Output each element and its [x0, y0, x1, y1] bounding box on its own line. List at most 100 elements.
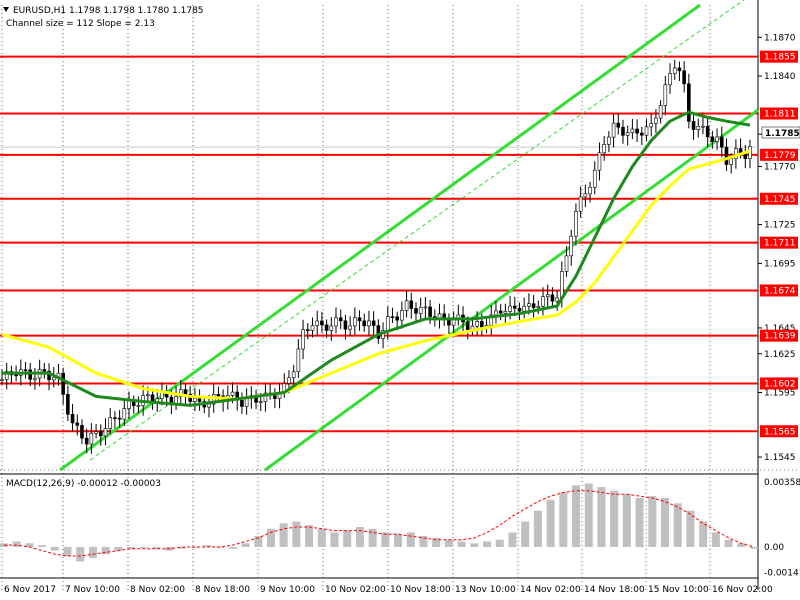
time-label: 15 Nov 10:00: [648, 585, 709, 595]
macd-bar: [597, 487, 606, 547]
candle-body: [310, 325, 315, 331]
time-label: 14 Nov 18:00: [584, 585, 645, 595]
macd-bar: [661, 497, 670, 547]
moving-averages: [1, 110, 751, 407]
macd-bar: [572, 485, 581, 547]
candle-body: [597, 152, 602, 171]
candle-body: [287, 377, 291, 384]
level-tag-bg: [760, 284, 798, 297]
candle-body: [390, 316, 395, 319]
level-tag-bg: [760, 50, 798, 63]
price-tick-label: 1.1695: [764, 259, 796, 269]
candle-body: [578, 196, 583, 212]
macd-bar: [737, 543, 746, 547]
candle-body: [89, 432, 94, 445]
candle-body: [583, 193, 588, 198]
level-tag-label: 1.1811: [764, 110, 796, 120]
candle-body: [94, 431, 98, 434]
level-tag-label: 1.1745: [764, 195, 796, 205]
macd-bar: [317, 528, 326, 547]
candle-body: [531, 303, 536, 308]
candle-body: [489, 314, 494, 326]
macd-bar: [546, 499, 555, 547]
candle-body: [512, 305, 517, 309]
macd-bar: [266, 528, 275, 547]
candle-body: [296, 348, 301, 373]
macd-bar: [533, 510, 542, 547]
macd-bar: [127, 546, 136, 549]
candle-body: [691, 121, 696, 130]
macd-bar: [610, 490, 619, 547]
candle-body: [42, 369, 47, 372]
macd-tick-label: -0.00141: [764, 569, 800, 579]
price-tick-label: 1.1870: [764, 33, 796, 43]
candle-body: [197, 397, 202, 402]
candle-body: [475, 321, 479, 327]
level-tag-bg: [760, 425, 798, 438]
dropdown-triangle-icon[interactable]: [3, 7, 9, 12]
candle-body: [353, 317, 357, 327]
level-tag-bg: [760, 377, 798, 390]
time-label: 7 Nov 10:00: [65, 585, 120, 595]
price-tick-label: 1.1595: [764, 389, 796, 399]
macd-bar: [279, 523, 288, 547]
candle-body: [291, 371, 296, 379]
candle-body: [705, 125, 710, 138]
candle-body: [625, 132, 630, 136]
candle-body: [508, 305, 512, 312]
candle-body: [395, 316, 399, 321]
macd-bar: [508, 532, 517, 547]
macd-bar: [699, 521, 708, 547]
macd-bar: [50, 546, 59, 551]
candle-body: [672, 67, 677, 74]
candle-body: [630, 128, 635, 134]
macd-bar: [63, 546, 72, 557]
candle-body: [517, 307, 522, 312]
candle-body: [592, 169, 597, 188]
time-label: 6 Nov 2017: [4, 585, 56, 595]
candle-body: [668, 73, 672, 86]
candle-body: [315, 320, 319, 326]
macd-bar: [343, 530, 352, 547]
macd-bar: [152, 546, 161, 549]
candle-body: [729, 158, 733, 165]
candle-body: [564, 255, 569, 272]
macd-bar: [38, 545, 47, 547]
candle-body: [607, 136, 611, 145]
macd-bar: [724, 539, 733, 547]
candle-body: [465, 321, 470, 331]
macd-bar: [521, 521, 530, 547]
candle-body: [611, 122, 616, 138]
macd-tick-label: 0.00358: [764, 478, 800, 488]
candle-body: [230, 391, 235, 396]
candle-body: [343, 320, 348, 330]
macd-bar: [483, 541, 492, 547]
candle-body: [400, 310, 404, 321]
macd-panel: 0.00358 0.00 -0.00141: [0, 478, 800, 579]
level-tag-bg: [760, 192, 798, 205]
price-tick-label: 1.1840: [764, 72, 796, 82]
candle-body: [644, 126, 649, 136]
candle-body: [14, 374, 18, 377]
macd-label: MACD(12,26,9) -0.00012 -0.00003: [6, 479, 161, 489]
candle-body: [560, 271, 564, 299]
candle-body: [357, 317, 362, 322]
candle-body: [376, 325, 381, 339]
macd-bar: [635, 497, 644, 547]
candle-body: [127, 400, 131, 409]
level-tag-label: 1.1711: [764, 239, 796, 249]
candle-body: [635, 128, 639, 134]
time-label: 13 Nov 10:00: [455, 585, 516, 595]
macd-bar: [406, 532, 415, 547]
candle-body: [301, 329, 305, 350]
level-tag-label: 1.1639: [764, 332, 796, 342]
time-label: 9 Nov 10:00: [260, 585, 315, 595]
macd-bar: [470, 543, 479, 547]
candle-body: [555, 297, 559, 302]
candle-body: [75, 422, 80, 426]
candle-body: [710, 136, 715, 142]
ma-slow-line: [1, 149, 751, 401]
candle-body: [687, 83, 691, 122]
candle-body: [0, 379, 4, 381]
